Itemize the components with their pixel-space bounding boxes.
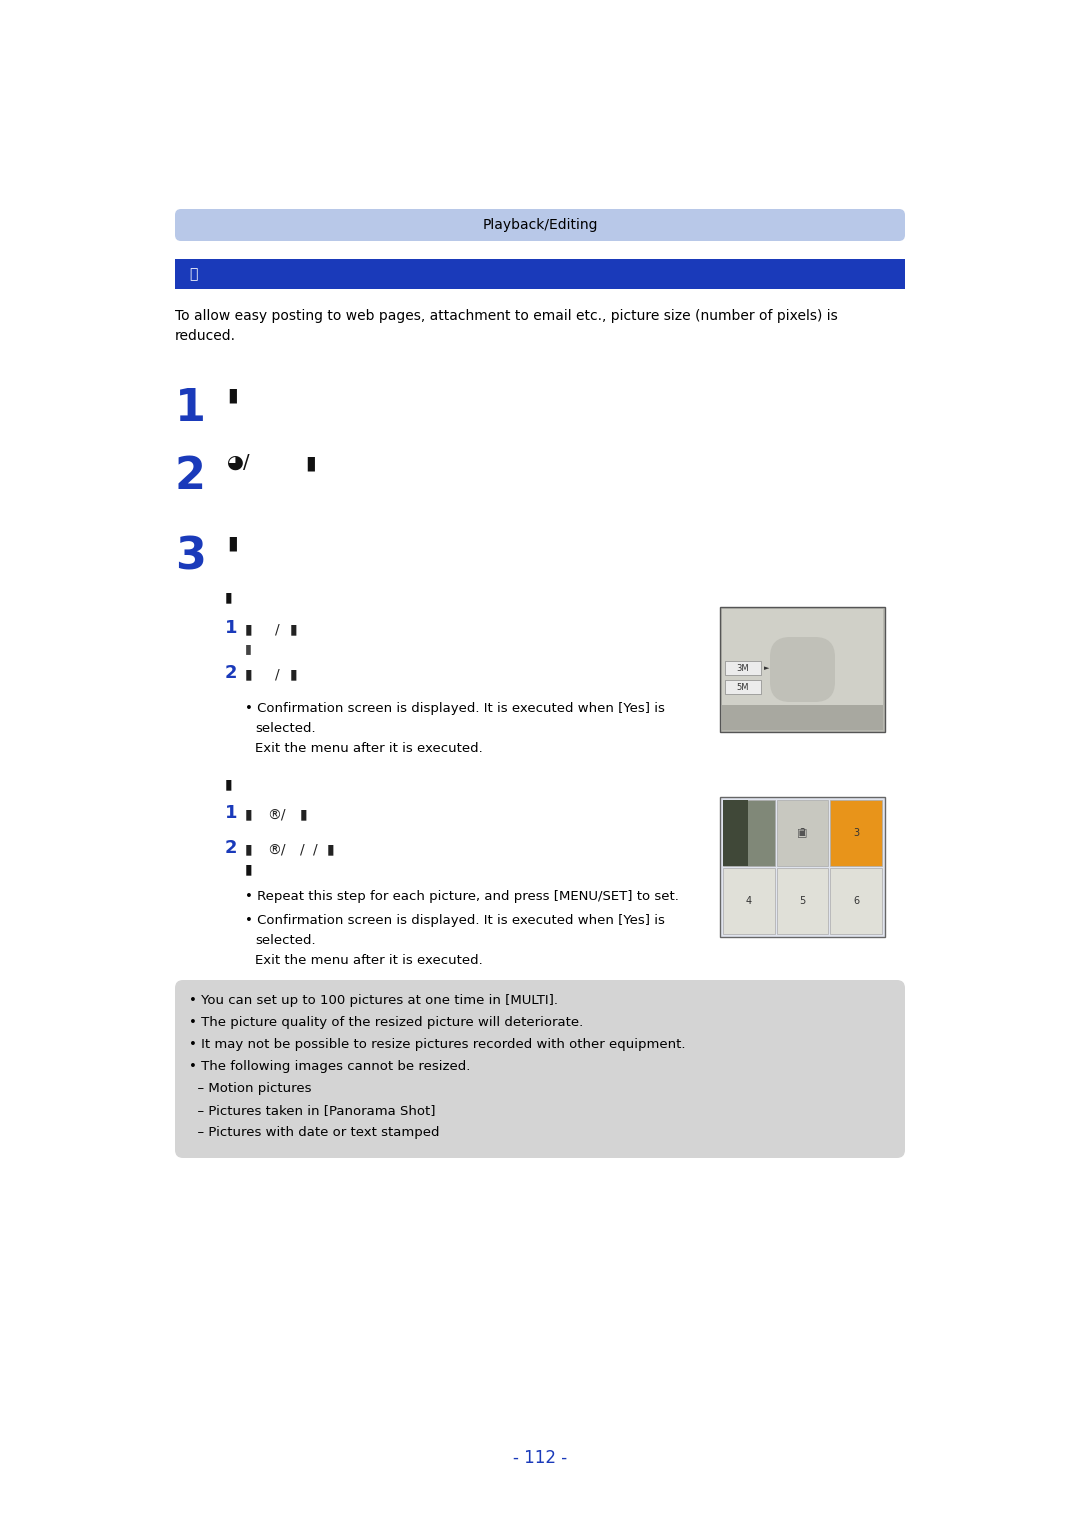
Text: ▮: ▮: [245, 623, 253, 636]
Text: 3: 3: [853, 829, 860, 838]
Text: ▮: ▮: [245, 667, 253, 681]
Text: • Confirmation screen is displayed. It is executed when [Yes] is: • Confirmation screen is displayed. It i…: [245, 702, 665, 716]
FancyBboxPatch shape: [175, 209, 905, 241]
FancyBboxPatch shape: [770, 636, 835, 702]
Bar: [720, 607, 885, 732]
Text: 5M: 5M: [737, 682, 750, 691]
Text: • The following images cannot be resized.: • The following images cannot be resized…: [189, 1061, 471, 1073]
Text: ▮: ▮: [300, 807, 308, 821]
Text: ▮: ▮: [245, 807, 253, 821]
Text: Playback/Editing: Playback/Editing: [483, 218, 597, 232]
Text: Exit the menu after it is executed.: Exit the menu after it is executed.: [255, 742, 483, 755]
Bar: [777, 868, 828, 934]
Text: 3M: 3M: [737, 664, 750, 673]
Text: ►: ►: [764, 665, 769, 671]
Text: • Confirmation screen is displayed. It is executed when [Yes] is: • Confirmation screen is displayed. It i…: [245, 914, 665, 926]
Text: reduced.: reduced.: [175, 330, 237, 343]
FancyBboxPatch shape: [175, 980, 905, 1158]
Text: – Motion pictures: – Motion pictures: [189, 1082, 311, 1096]
Text: 1: 1: [175, 388, 206, 430]
Text: /: /: [275, 623, 280, 636]
Text: 6: 6: [853, 896, 860, 906]
Text: To allow easy posting to web pages, attachment to email etc., picture size (numb: To allow easy posting to web pages, atta…: [175, 308, 838, 324]
Bar: [723, 705, 883, 729]
Text: ▮: ▮: [245, 842, 253, 856]
Text: selected.: selected.: [255, 722, 315, 736]
Text: ®/: ®/: [267, 842, 285, 856]
Text: 1: 1: [225, 804, 238, 823]
Text: ⯀: ⯀: [189, 267, 198, 281]
Text: • It may not be possible to resize pictures recorded with other equipment.: • It may not be possible to resize pictu…: [189, 1038, 686, 1051]
Text: 3: 3: [175, 536, 206, 578]
Text: • Repeat this step for each picture, and press [MENU/SET] to set.: • Repeat this step for each picture, and…: [245, 890, 679, 903]
Text: selected.: selected.: [255, 934, 315, 948]
Text: ▮: ▮: [245, 642, 252, 655]
Text: 1: 1: [225, 620, 238, 636]
Bar: [831, 868, 882, 934]
Bar: [725, 681, 761, 694]
Text: - 112 -: - 112 -: [513, 1450, 567, 1466]
Bar: [831, 800, 882, 865]
Text: 2: 2: [175, 455, 206, 497]
Text: ®/: ®/: [267, 807, 285, 821]
Bar: [777, 800, 828, 865]
Text: ▮: ▮: [225, 777, 232, 790]
Bar: [720, 797, 885, 937]
Text: ▮: ▮: [227, 533, 238, 552]
Text: 4: 4: [746, 896, 752, 906]
Text: 2: 2: [225, 839, 238, 858]
Text: /: /: [275, 667, 280, 681]
Text: 2: 2: [799, 829, 806, 838]
Text: ▮: ▮: [245, 862, 253, 876]
Text: ▮: ▮: [291, 623, 298, 636]
Bar: [723, 868, 774, 934]
Text: 2: 2: [225, 664, 238, 682]
Bar: [725, 661, 761, 674]
Text: ▣: ▣: [797, 829, 808, 838]
Bar: [175, 259, 905, 288]
Bar: [723, 800, 774, 865]
Text: ▮: ▮: [291, 667, 298, 681]
Text: • You can set up to 100 pictures at one time in [MULTI].: • You can set up to 100 pictures at one …: [189, 993, 558, 1007]
Bar: [723, 609, 883, 729]
Text: 5: 5: [799, 896, 806, 906]
Text: ▮: ▮: [227, 385, 238, 404]
Text: – Pictures with date or text stamped: – Pictures with date or text stamped: [189, 1126, 440, 1138]
Text: – Pictures taken in [Panorama Shot]: – Pictures taken in [Panorama Shot]: [189, 1103, 435, 1117]
Text: ▮: ▮: [327, 842, 335, 856]
Text: ◕/: ◕/: [227, 453, 251, 472]
Bar: [723, 800, 747, 865]
Text: ▮: ▮: [225, 591, 232, 604]
Text: Exit the menu after it is executed.: Exit the menu after it is executed.: [255, 954, 483, 967]
Text: /: /: [300, 842, 305, 856]
Text: ▮: ▮: [305, 453, 315, 472]
Text: /: /: [313, 842, 318, 856]
Text: • The picture quality of the resized picture will deteriorate.: • The picture quality of the resized pic…: [189, 1016, 583, 1029]
